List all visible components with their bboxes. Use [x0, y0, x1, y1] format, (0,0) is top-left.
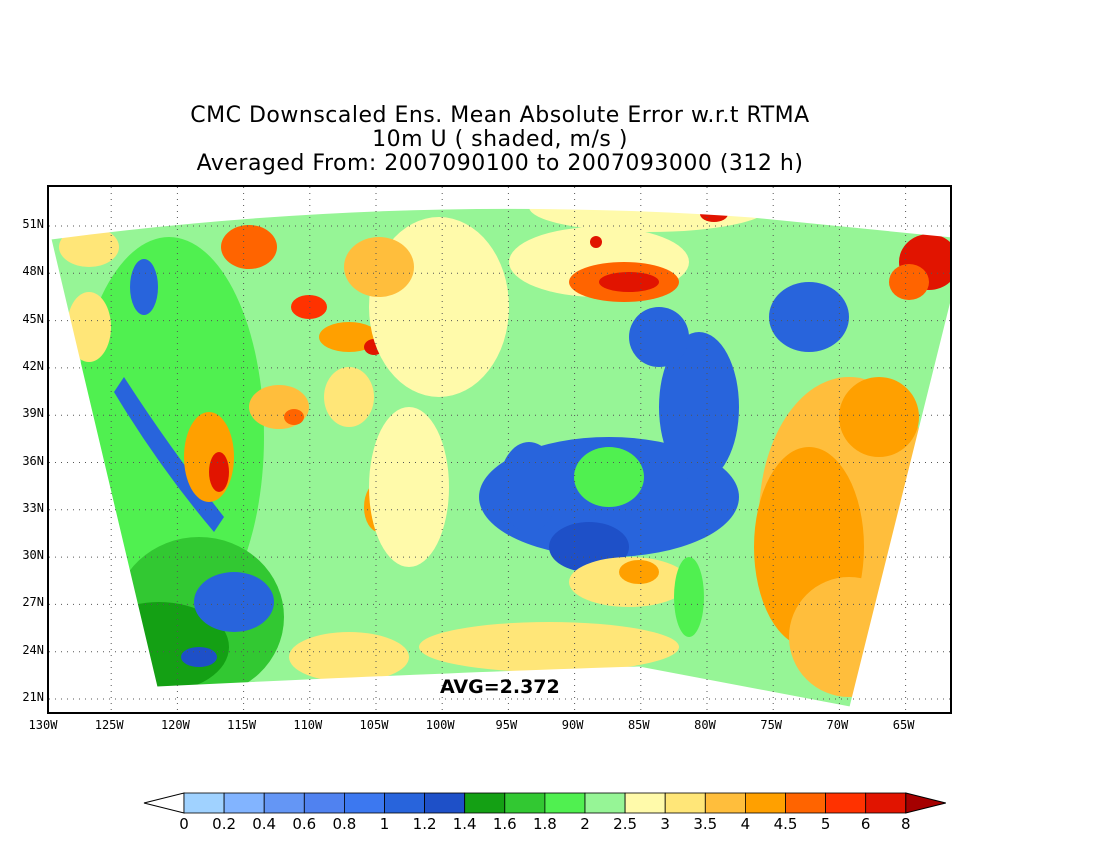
colorbar-swatch — [664, 792, 706, 814]
colorbar-tick-label: 5 — [820, 815, 831, 833]
chart-title-line-1: CMC Downscaled Ens. Mean Absolute Error … — [190, 103, 810, 128]
lat-label: 30N — [22, 548, 44, 563]
colorbar-swatch — [183, 792, 225, 814]
chart-title-line-3: Averaged From: 2007090100 to 2007093000 … — [196, 151, 804, 176]
colorbar-tick-label: 6 — [860, 815, 871, 833]
lat-label: 51N — [22, 217, 44, 231]
colorbar-swatch — [263, 792, 305, 814]
colorbar-tick-label: 0.6 — [292, 815, 317, 833]
chart-title-line-2: 10m U ( shaded, m/s ) — [372, 127, 628, 152]
lon-label: 65W — [892, 718, 915, 732]
domain-outline — [50, 207, 950, 708]
colorbar — [143, 792, 946, 814]
lon-label: 120W — [160, 718, 190, 732]
lat-label: 24N — [22, 642, 44, 657]
lon-label: 70W — [826, 718, 849, 732]
lon-label: 75W — [760, 718, 783, 732]
colorbar-tick-label: 1.2 — [412, 815, 437, 833]
colorbar-swatch — [584, 792, 626, 814]
colorbar-swatch — [704, 792, 746, 814]
colorbar-tick-label: 1.4 — [452, 815, 477, 833]
colorbar-swatch — [504, 792, 546, 814]
colorbar-tick-label: 0.8 — [332, 815, 357, 833]
colorbar-tick-label: 0.4 — [252, 815, 277, 833]
lon-label: 115W — [227, 718, 257, 732]
colorbar-tick-label: 2.5 — [613, 815, 638, 833]
colorbar-swatch — [343, 792, 385, 814]
lat-label: 45N — [22, 311, 44, 326]
colorbar-tick-label: 1.8 — [532, 815, 557, 833]
lon-label: 90W — [561, 718, 584, 732]
colorbar-tick-label: 8 — [901, 815, 911, 833]
colorbar-swatch — [865, 792, 907, 814]
lon-label: 80W — [694, 718, 716, 732]
colorbar-tick-label: 4.5 — [773, 815, 798, 833]
lat-label: 39N — [22, 406, 44, 421]
colorbar-tick-label: 4 — [740, 815, 751, 833]
shaded-field — [51, 208, 950, 707]
average-annotation: AVG=2.372 — [440, 676, 560, 698]
lat-label: 27N — [22, 595, 44, 610]
colorbar-swatch — [825, 792, 867, 814]
lat-label: 48N — [22, 264, 44, 279]
lat-label: 21N — [22, 690, 44, 704]
colorbar-tick-label: 2 — [580, 815, 590, 833]
colorbar-tick-label: 0.2 — [212, 815, 237, 833]
colorbar-tick-label: 3 — [660, 815, 670, 833]
colorbar-swatch — [223, 792, 265, 814]
lon-label: 95W — [495, 718, 518, 732]
lon-label: 125W — [94, 718, 124, 732]
colorbar-swatch — [745, 792, 786, 814]
colorbar-swatch — [624, 792, 666, 814]
graticule — [49, 187, 950, 712]
colorbar-swatch — [384, 792, 425, 814]
lat-label: 42N — [22, 358, 44, 373]
colorbar-over-arrow — [905, 792, 946, 814]
lon-label: 100W — [425, 718, 455, 732]
colorbar-swatch — [785, 792, 826, 814]
map-frame — [47, 185, 952, 714]
colorbar-swatch — [303, 792, 345, 814]
colorbar-tick-label: 3.5 — [693, 815, 718, 833]
colorbar-under-arrow — [143, 792, 185, 814]
colorbar-swatch — [544, 792, 586, 814]
error-field-map — [49, 187, 950, 712]
lon-label: 130W — [28, 718, 58, 732]
lat-label: 33N — [22, 500, 44, 515]
lon-label: 110W — [293, 718, 323, 732]
colorbar-swatch — [424, 792, 466, 814]
colorbar-swatch — [464, 792, 506, 814]
lon-label: 105W — [359, 718, 389, 732]
colorbar-tick-label: 1 — [379, 815, 390, 833]
lat-label: 36N — [22, 453, 44, 468]
colorbar-tick-label: 1.6 — [492, 815, 517, 833]
colorbar-tick-label: 0 — [179, 815, 189, 833]
lon-label: 85W — [627, 718, 650, 732]
